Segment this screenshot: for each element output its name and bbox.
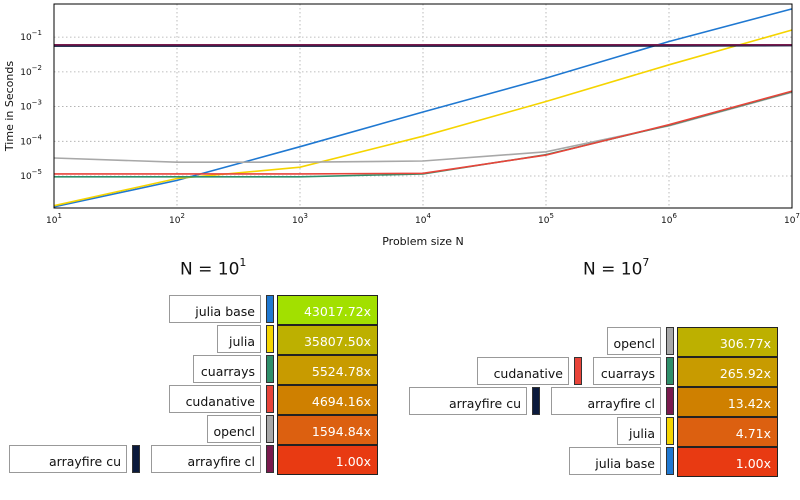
right-title-exponent: 7 (642, 256, 650, 269)
x-tick-label: 105 (538, 212, 554, 226)
x-tick-labels: 101 102 103 104 105 106 107 (46, 212, 800, 226)
x-tick-label: 106 (661, 212, 677, 226)
implementation-label: cudanative (477, 357, 569, 385)
legend-swatch (666, 387, 674, 415)
y-axis-label: Time in Seconds (3, 61, 16, 152)
left-title-exponent: 1 (239, 256, 247, 269)
speedup-value: 1594.84x (277, 415, 378, 445)
implementation-label: cuarrays (193, 355, 261, 383)
legend-swatch (266, 445, 274, 473)
legend-swatch (666, 357, 674, 385)
series-line-julia (53, 29, 793, 207)
implementation-label: opencl (607, 327, 661, 355)
legend-swatch (666, 417, 674, 445)
speedup-row: 1.00x julia base (0, 447, 800, 477)
implementation-label: julia base (169, 295, 261, 323)
implementation-label: julia (217, 325, 261, 353)
legend-swatch (266, 415, 274, 443)
speedup-row: 1594.84x opencl (0, 415, 800, 445)
speedup-value: 1.00x (277, 445, 378, 475)
legend-swatch (266, 355, 274, 383)
speedup-row: 4694.16x cudanative (0, 385, 800, 415)
speedup-value: 306.77x (677, 327, 778, 357)
right-panel-title: N = 107 (583, 256, 650, 280)
speedup-value: 265.92x (677, 357, 778, 387)
x-tick-label: 102 (169, 212, 185, 226)
speedup-value: 4.71x (677, 417, 778, 447)
implementation-label: julia base (569, 447, 661, 475)
legend-swatch (666, 327, 674, 355)
plot-frame (53, 3, 793, 209)
y-tick-label: 10−5 (20, 168, 42, 182)
y-tick-labels: 10−5 10−4 10−3 10−2 10−1 (20, 29, 42, 182)
x-tick-label: 103 (292, 212, 308, 226)
legend-swatch (266, 295, 274, 323)
speedup-value: 43017.72x (277, 295, 378, 325)
y-tick-label: 10−1 (20, 29, 42, 43)
speedup-row: 35807.50x julia (0, 325, 800, 355)
implementation-label: arrayfire cl (151, 445, 261, 473)
speedup-row: 5524.78x cuarrays (0, 355, 800, 385)
benchmark-chart: 101 102 103 104 105 106 107 10−510−410−310−210… (3, 3, 800, 248)
implementation-label: arrayfire cu (409, 387, 527, 415)
speedup-row: 13.42x arrayfire cl arrayfire cu (0, 387, 800, 417)
left-title-base: N = 10 (180, 259, 240, 280)
speedup-row: 4.71x julia (0, 417, 800, 447)
implementation-label: cuarrays (593, 357, 661, 385)
implementation-label: cudanative (169, 385, 261, 413)
implementation-label: opencl (207, 415, 261, 443)
speedup-row: 1.00x arrayfire cl arrayfire cu (0, 445, 800, 475)
speedup-row: 43017.72x julia base (0, 295, 800, 325)
series-line-julia-base (53, 8, 793, 208)
speedup-value: 5524.78x (277, 355, 378, 385)
speedup-value: 35807.50x (277, 325, 378, 355)
left-panel-title: N = 101 (180, 256, 247, 280)
right-title-base: N = 10 (583, 259, 643, 280)
speedup-row: 306.77x opencl (0, 327, 800, 357)
legend-swatch (574, 357, 582, 385)
x-axis-label: Problem size N (382, 235, 464, 248)
series-line-arrayfire-cu (54, 44, 793, 47)
legend-swatch (666, 447, 674, 475)
legend-swatch (132, 445, 140, 473)
implementation-label: julia (617, 417, 661, 445)
speedup-row: 265.92x cuarrays cudanative (0, 357, 800, 387)
y-tick-label: 10−2 (20, 64, 42, 78)
implementation-label: arrayfire cl (551, 387, 661, 415)
grid (54, 4, 792, 208)
speedup-value: 1.00x (677, 447, 778, 477)
implementation-label: arrayfire cu (9, 445, 127, 473)
series-line-cudanative (54, 90, 793, 175)
x-tick-label: 107 (784, 212, 800, 226)
y-tick-label: 10−3 (20, 99, 42, 113)
series-lines (53, 8, 793, 208)
legend-swatch (266, 325, 274, 353)
speedup-value: 13.42x (677, 387, 778, 417)
series-line-opencl (53, 91, 793, 163)
x-tick-label: 104 (415, 212, 431, 226)
y-tick-label: 10−4 (20, 133, 42, 147)
legend-swatch (266, 385, 274, 413)
speedup-value: 4694.16x (277, 385, 378, 415)
legend-swatch (532, 387, 540, 415)
x-tick-label: 101 (46, 212, 62, 226)
